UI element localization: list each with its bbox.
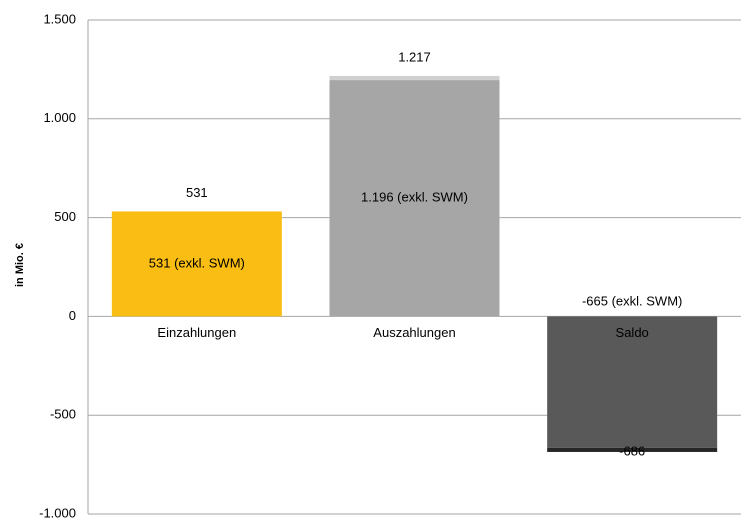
bar-segment (111, 211, 282, 317)
y-axis-label: in Mio. € (14, 243, 26, 287)
y-tick-label: 0 (69, 308, 76, 323)
x-tick-label: Auszahlungen (373, 325, 455, 340)
y-tick-label: -1.000 (39, 505, 76, 520)
x-tick-label: Einzahlungen (157, 325, 236, 340)
y-tick-label: 1.000 (43, 110, 76, 125)
bar-segment (329, 80, 500, 317)
x-tick-label: Saldo (616, 325, 649, 340)
value-label: 1.196 (exkl. SWM) (361, 190, 468, 205)
bar-segment (547, 447, 718, 452)
y-tick-label: -500 (50, 407, 76, 422)
value-label: -665 (exkl. SWM) (582, 294, 682, 309)
total-label: 531 (186, 185, 208, 200)
bar-segment (329, 75, 500, 81)
value-label: 531 (exkl. SWM) (149, 255, 245, 270)
total-label: -686 (619, 443, 645, 458)
bar-segment (547, 316, 718, 448)
y-tick-label: 500 (54, 209, 76, 224)
total-label: 1.217 (398, 49, 431, 64)
y-tick-label: 1.500 (43, 11, 76, 26)
